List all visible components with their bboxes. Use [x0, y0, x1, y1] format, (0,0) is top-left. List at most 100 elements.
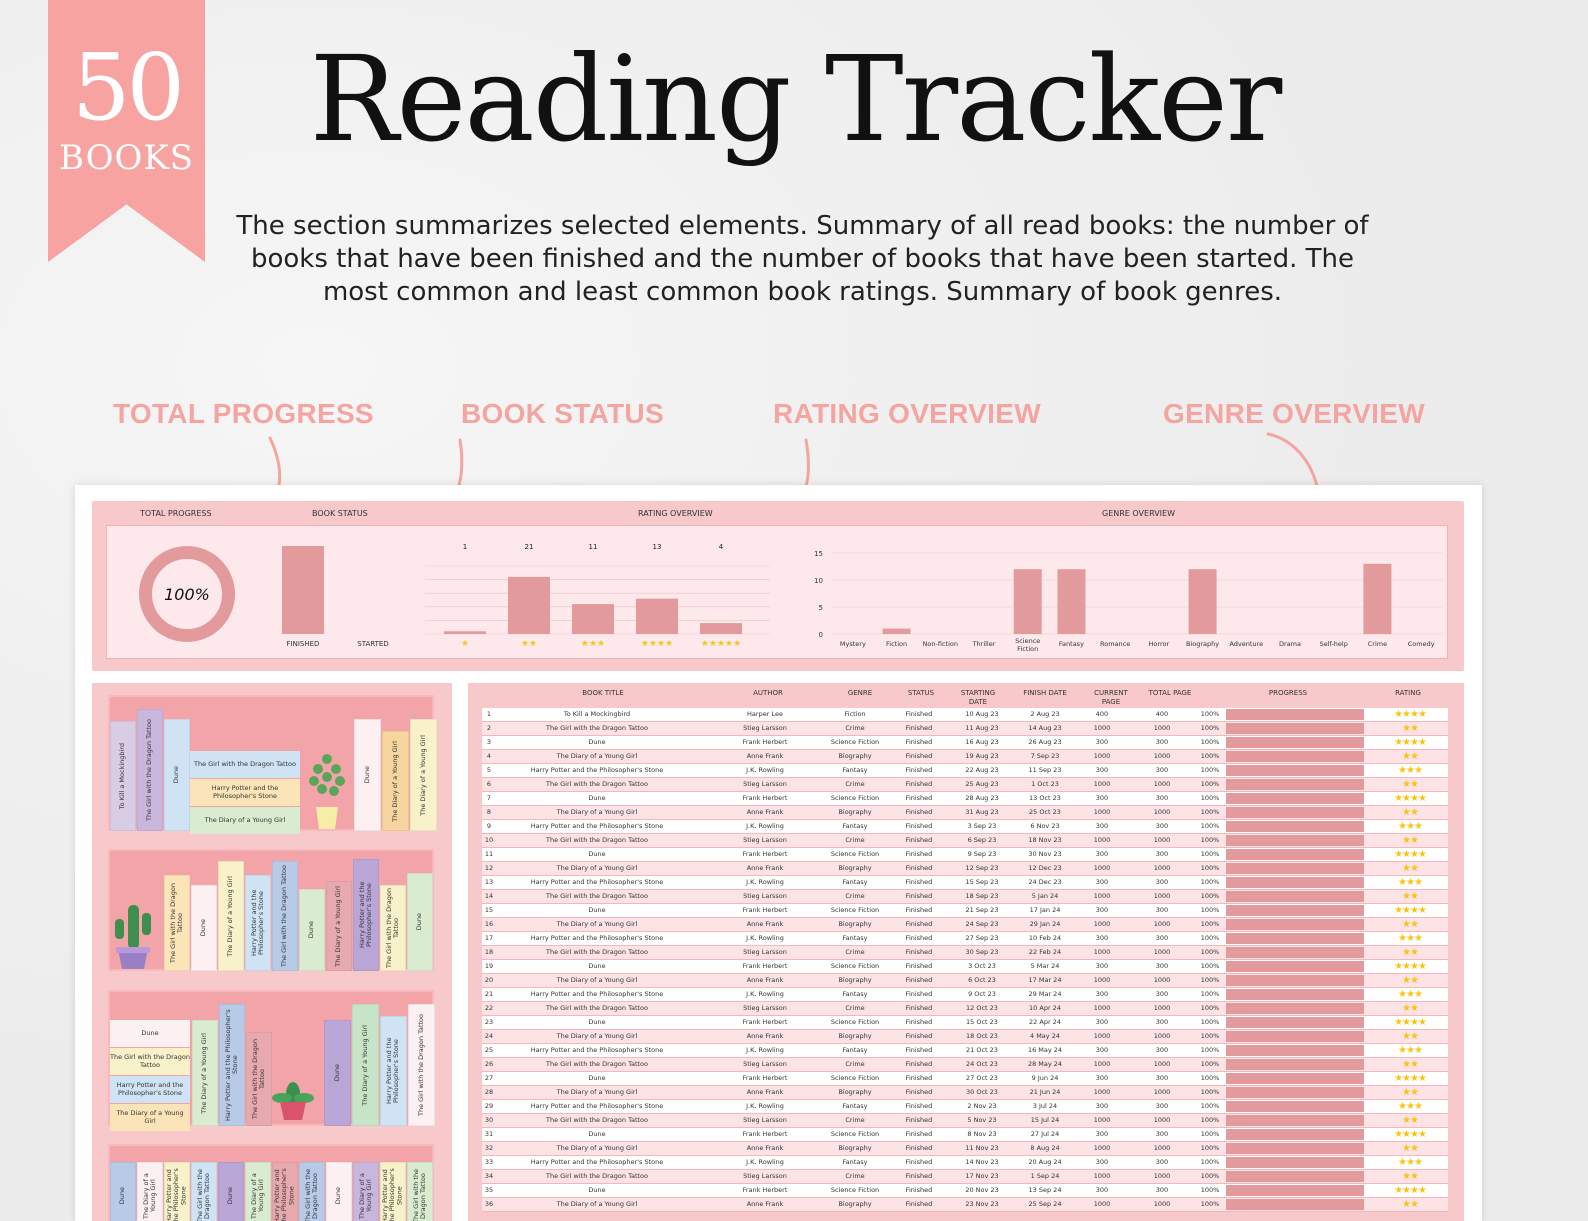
cell-genre: Crime [845, 724, 865, 732]
cell-start: 20 Nov 23 [965, 1186, 999, 1194]
cell-pct: 100% [1200, 752, 1220, 760]
table-row[interactable]: 25 Harry Potter and the Philosopher's Sto… [482, 1044, 1448, 1058]
cell-n: 17 [484, 934, 494, 942]
book-spine-title: The Diary of a Young Girl [141, 1173, 157, 1219]
book-spine-title: Harry Potter and the Philosopher's Stone [165, 1168, 188, 1221]
book-spine: The Girl with the Dragon Tattoo [164, 875, 190, 971]
rating-overview-heading: RATING OVERVIEW [638, 509, 713, 518]
cell-start: 11 Aug 23 [965, 724, 999, 732]
table-row[interactable]: 27 Dune Frank Herbert Science Fiction Finish… [482, 1072, 1448, 1086]
cell-author: Stieg Larsson [743, 1004, 787, 1012]
genre-label: Fantasy [1059, 640, 1084, 648]
status-bar [282, 546, 324, 634]
cell-status: Finished [905, 948, 933, 956]
table-row[interactable]: 36 The Diary of a Young Girl Anne Frank Bio… [482, 1198, 1448, 1212]
table-row[interactable]: 7 Dune Frank Herbert Science Fiction Finishe… [482, 792, 1448, 806]
cell-pct: 100% [1200, 948, 1220, 956]
cell-start: 16 Aug 23 [965, 738, 999, 746]
cell-genre: Fantasy [842, 1158, 868, 1166]
table-row[interactable]: 21 Harry Potter and the Philosopher's Sto… [482, 988, 1448, 1002]
cell-total: 1000 [1153, 724, 1171, 732]
table-row[interactable]: 4 The Diary of a Young Girl Anne Frank Biog… [482, 750, 1448, 764]
table-row[interactable]: 33 Harry Potter and the Philosopher's Sto… [482, 1156, 1448, 1170]
table-row[interactable]: 32 The Diary of a Young Girl Anne Frank Bio… [482, 1142, 1448, 1156]
rating-bar [700, 623, 742, 634]
cell-n: 19 [484, 962, 494, 970]
cell-current: 1000 [1093, 1004, 1111, 1012]
col-finish: FINISH DATE [1023, 689, 1067, 697]
book-stacked-title: Harry Potter and the Philosopher's Stone [116, 1081, 184, 1097]
cell-author: Frank Herbert [742, 1018, 788, 1026]
rating-star-label: ★★★ [581, 639, 605, 649]
table-row[interactable]: 23 Dune Frank Herbert Science Fiction Finish… [482, 1016, 1448, 1030]
rating-stars: ★★ [1402, 1199, 1419, 1210]
rating-stars: ★★★★ [1394, 1017, 1427, 1028]
book-spine: Dune [110, 1162, 136, 1221]
table-row[interactable]: 22 The Girl with the Dragon Tattoo Stieg L… [482, 1002, 1448, 1016]
book-stacked-title: The Diary of a Young Girl [116, 1109, 184, 1125]
genre-ytick: 15 [814, 550, 823, 558]
table-row[interactable]: 17 Harry Potter and the Philosopher's Sto… [482, 932, 1448, 946]
table-row[interactable]: 31 Dune Frank Herbert Science Fiction Finish… [482, 1128, 1448, 1142]
book-spine-title: Harry Potter and the Philosopher's Stone [249, 889, 265, 957]
cell-title: The Diary of a Young Girl [556, 1144, 638, 1152]
cell-genre: Biography [838, 752, 872, 760]
table-row[interactable]: 13 Harry Potter and the Philosopher's Sto… [482, 876, 1448, 890]
table-row[interactable]: 14 The Girl with the Dragon Tattoo Stieg L… [482, 890, 1448, 904]
table-row[interactable]: 35 Dune Frank Herbert Science Fiction Finish… [482, 1184, 1448, 1198]
table-row[interactable]: 8 The Diary of a Young Girl Anne Frank Biog… [482, 806, 1448, 820]
cell-total: 1000 [1153, 892, 1171, 900]
cell-start: 3 Oct 23 [968, 962, 996, 970]
cell-title: Dune [588, 850, 606, 858]
cell-n: 32 [484, 1144, 494, 1152]
cell-current: 400 [1095, 710, 1109, 718]
table-row[interactable]: 5 Harry Potter and the Philosopher's Ston… [482, 764, 1448, 778]
table-row[interactable]: 30 The Girl with the Dragon Tattoo Stieg L… [482, 1114, 1448, 1128]
table-row[interactable]: 6 The Girl with the Dragon Tattoo Stieg La… [482, 778, 1448, 792]
table-row[interactable]: 11 Dune Frank Herbert Science Fiction Finish… [482, 848, 1448, 862]
genre-bar [1057, 569, 1086, 634]
cell-pct: 100% [1200, 1074, 1220, 1082]
book-spine-title: Harry Potter and the Philosopher's Stone [381, 1168, 404, 1221]
cell-n: 31 [484, 1130, 494, 1138]
cell-pct: 100% [1200, 1004, 1220, 1012]
table-row[interactable]: 34 The Girl with the Dragon Tattoo Stieg L… [482, 1170, 1448, 1184]
book-spine: Harry Potter and the Philosopher's Stone [219, 1004, 245, 1126]
table-row[interactable]: 2 The Girl with the Dragon Tattoo Stieg La… [482, 722, 1448, 736]
rating-stars: ★★★ [1398, 1157, 1423, 1168]
cell-n: 20 [484, 976, 494, 984]
cell-genre: Science Fiction [830, 962, 880, 970]
table-row[interactable]: 12 The Diary of a Young Girl Anne Frank Bio… [482, 862, 1448, 876]
cell-finish: 12 Dec 23 [1028, 864, 1062, 872]
rating-stars: ★★ [1402, 835, 1419, 846]
cell-pct: 100% [1200, 822, 1220, 830]
book-spine-title: Harry Potter and the Philosopher's Stone [223, 1009, 239, 1121]
cell-genre: Crime [845, 1172, 865, 1180]
table-row[interactable]: 29 Harry Potter and the Philosopher's Sto… [482, 1100, 1448, 1114]
table-row[interactable]: 18 The Girl with the Dragon Tattoo Stieg L… [482, 946, 1448, 960]
table-row[interactable]: 9 Harry Potter and the Philosopher's Ston… [482, 820, 1448, 834]
cell-author: Frank Herbert [742, 962, 788, 970]
table-row[interactable]: 26 The Girl with the Dragon Tattoo Stieg L… [482, 1058, 1448, 1072]
table-row[interactable]: 19 Dune Frank Herbert Science Fiction Finish… [482, 960, 1448, 974]
table-row[interactable]: 28 The Diary of a Young Girl Anne Frank Bio… [482, 1086, 1448, 1100]
progress-bar [1226, 1129, 1364, 1140]
cell-n: 15 [484, 906, 494, 914]
table-row[interactable]: 20 The Diary of a Young Girl Anne Frank Bio… [482, 974, 1448, 988]
table-row[interactable]: 15 Dune Frank Herbert Science Fiction Finish… [482, 904, 1448, 918]
rating-stars: ★★ [1402, 1171, 1419, 1182]
cell-author: Stieg Larsson [743, 1116, 787, 1124]
cell-current: 1000 [1093, 948, 1111, 956]
table-row[interactable]: 16 The Diary of a Young Girl Anne Frank Bio… [482, 918, 1448, 932]
cell-start: 12 Sep 23 [965, 864, 999, 872]
progress-bar [1226, 877, 1364, 888]
cell-status: Finished [905, 1200, 933, 1208]
table-row[interactable]: 3 Dune Frank Herbert Science Fiction Finishe… [482, 736, 1448, 750]
table-row[interactable]: 10 The Girl with the Dragon Tattoo Stieg L… [482, 834, 1448, 848]
cell-genre: Fiction [844, 710, 866, 718]
cell-current: 1000 [1093, 808, 1111, 816]
cell-author: Anne Frank [746, 1032, 784, 1040]
table-row[interactable]: 24 The Diary of a Young Girl Anne Frank Bio… [482, 1030, 1448, 1044]
cell-genre: Science Fiction [830, 1130, 880, 1138]
table-row[interactable]: 1 To Kill a Mockingbird Harper Lee Fiction F… [482, 708, 1448, 722]
